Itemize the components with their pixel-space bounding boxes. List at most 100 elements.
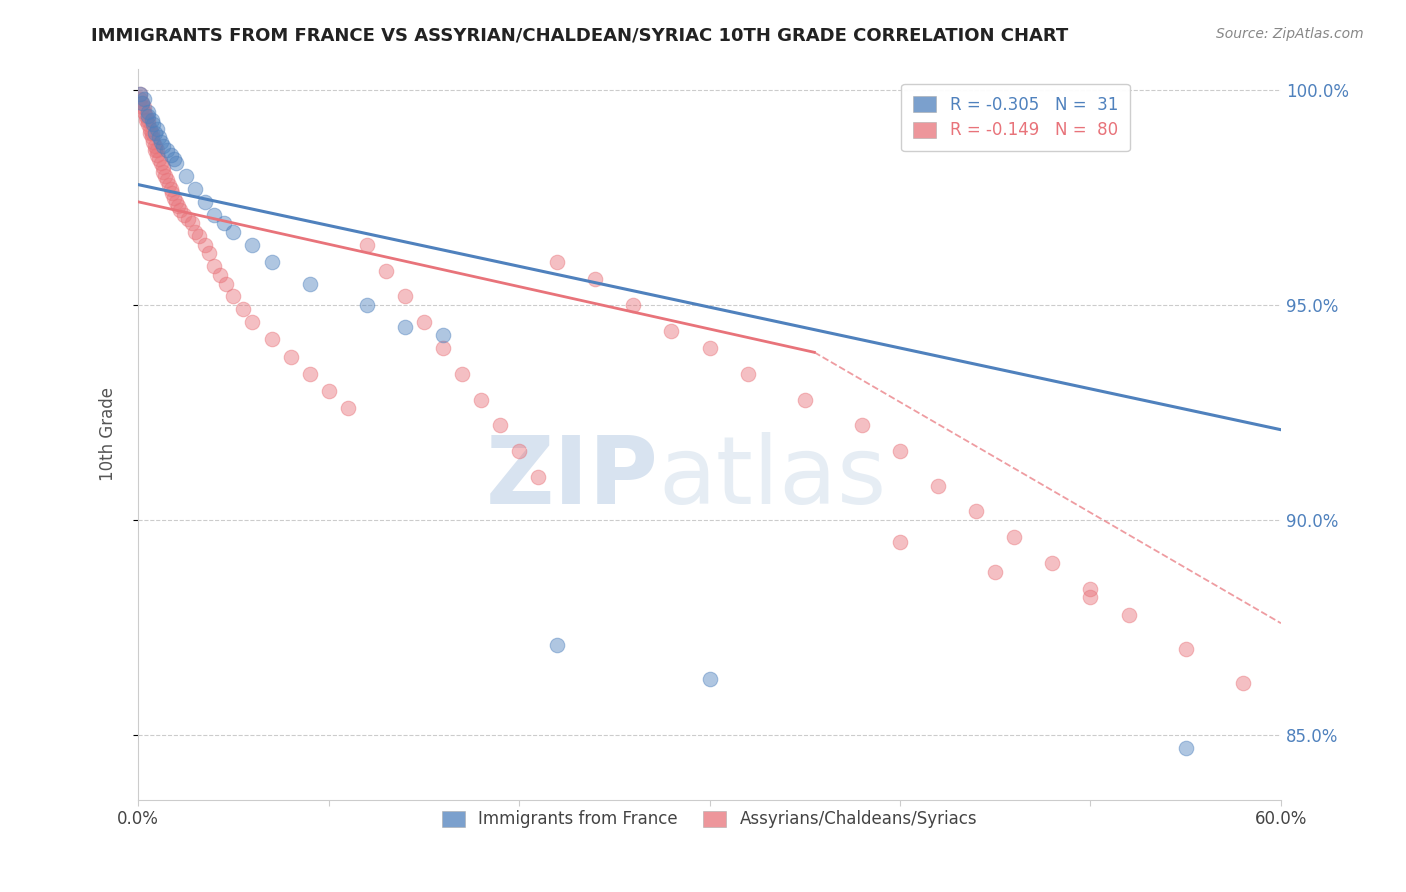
- Point: [143, 139, 166, 153]
- Point: [222, 225, 245, 239]
- Point: [336, 401, 359, 416]
- Point: [163, 152, 186, 166]
- Point: [394, 319, 416, 334]
- Point: [851, 418, 873, 433]
- Point: [1174, 642, 1197, 657]
- Point: [148, 152, 170, 166]
- Point: [889, 444, 911, 458]
- Point: [318, 384, 340, 398]
- Point: [394, 289, 416, 303]
- Point: [152, 161, 174, 175]
- Point: [374, 263, 396, 277]
- Point: [153, 169, 176, 183]
- Point: [141, 130, 163, 145]
- Point: [142, 117, 165, 131]
- Text: IMMIGRANTS FROM FRANCE VS ASSYRIAN/CHALDEAN/SYRIAC 10TH GRADE CORRELATION CHART: IMMIGRANTS FROM FRANCE VS ASSYRIAN/CHALD…: [91, 27, 1069, 45]
- Point: [152, 165, 174, 179]
- Point: [159, 147, 181, 161]
- Point: [1080, 582, 1102, 596]
- Point: [131, 100, 153, 114]
- Point: [356, 298, 378, 312]
- Point: [432, 328, 454, 343]
- Point: [889, 534, 911, 549]
- Point: [138, 121, 160, 136]
- Point: [699, 672, 721, 686]
- Point: [1002, 530, 1025, 544]
- Point: [298, 367, 321, 381]
- Point: [1232, 676, 1254, 690]
- Point: [1174, 740, 1197, 755]
- Point: [131, 95, 153, 110]
- Point: [965, 504, 987, 518]
- Point: [927, 478, 949, 492]
- Point: [188, 229, 211, 244]
- Point: [1118, 607, 1140, 622]
- Point: [194, 237, 217, 252]
- Point: [527, 470, 550, 484]
- Point: [138, 126, 160, 140]
- Point: [142, 135, 165, 149]
- Point: [984, 565, 1007, 579]
- Point: [508, 444, 530, 458]
- Point: [132, 92, 155, 106]
- Point: [146, 121, 169, 136]
- Point: [143, 143, 166, 157]
- Point: [174, 169, 197, 183]
- Point: [150, 135, 173, 149]
- Point: [132, 100, 155, 114]
- Point: [136, 117, 159, 131]
- Point: [356, 237, 378, 252]
- Point: [432, 341, 454, 355]
- Point: [699, 341, 721, 355]
- Point: [141, 126, 163, 140]
- Point: [242, 237, 264, 252]
- Point: [793, 392, 815, 407]
- Point: [202, 208, 225, 222]
- Point: [146, 143, 169, 157]
- Point: [194, 194, 217, 209]
- Point: [215, 277, 238, 291]
- Point: [135, 109, 157, 123]
- Point: [209, 268, 232, 282]
- Legend: Immigrants from France, Assyrians/Chaldeans/Syriacs: Immigrants from France, Assyrians/Chalde…: [434, 804, 984, 835]
- Point: [157, 178, 180, 192]
- Point: [202, 260, 225, 274]
- Point: [470, 392, 492, 407]
- Point: [197, 246, 219, 260]
- Point: [242, 315, 264, 329]
- Point: [260, 255, 283, 269]
- Point: [156, 143, 179, 157]
- Point: [184, 182, 207, 196]
- Text: atlas: atlas: [658, 432, 886, 524]
- Point: [546, 255, 568, 269]
- Point: [412, 315, 434, 329]
- Point: [169, 203, 191, 218]
- Point: [152, 139, 174, 153]
- Point: [212, 216, 235, 230]
- Point: [132, 104, 155, 119]
- Point: [737, 367, 759, 381]
- Text: ZIP: ZIP: [485, 432, 658, 524]
- Point: [661, 324, 683, 338]
- Point: [177, 212, 200, 227]
- Point: [184, 225, 207, 239]
- Point: [298, 277, 321, 291]
- Point: [136, 113, 159, 128]
- Point: [173, 208, 195, 222]
- Point: [546, 638, 568, 652]
- Point: [150, 156, 173, 170]
- Point: [162, 186, 184, 201]
- Point: [146, 147, 169, 161]
- Point: [129, 92, 152, 106]
- Point: [148, 130, 170, 145]
- Point: [167, 199, 190, 213]
- Point: [621, 298, 644, 312]
- Point: [583, 272, 606, 286]
- Point: [451, 367, 474, 381]
- Point: [260, 333, 283, 347]
- Point: [129, 87, 152, 102]
- Point: [222, 289, 245, 303]
- Point: [1042, 556, 1064, 570]
- Point: [136, 109, 159, 123]
- Y-axis label: 10th Grade: 10th Grade: [100, 387, 117, 481]
